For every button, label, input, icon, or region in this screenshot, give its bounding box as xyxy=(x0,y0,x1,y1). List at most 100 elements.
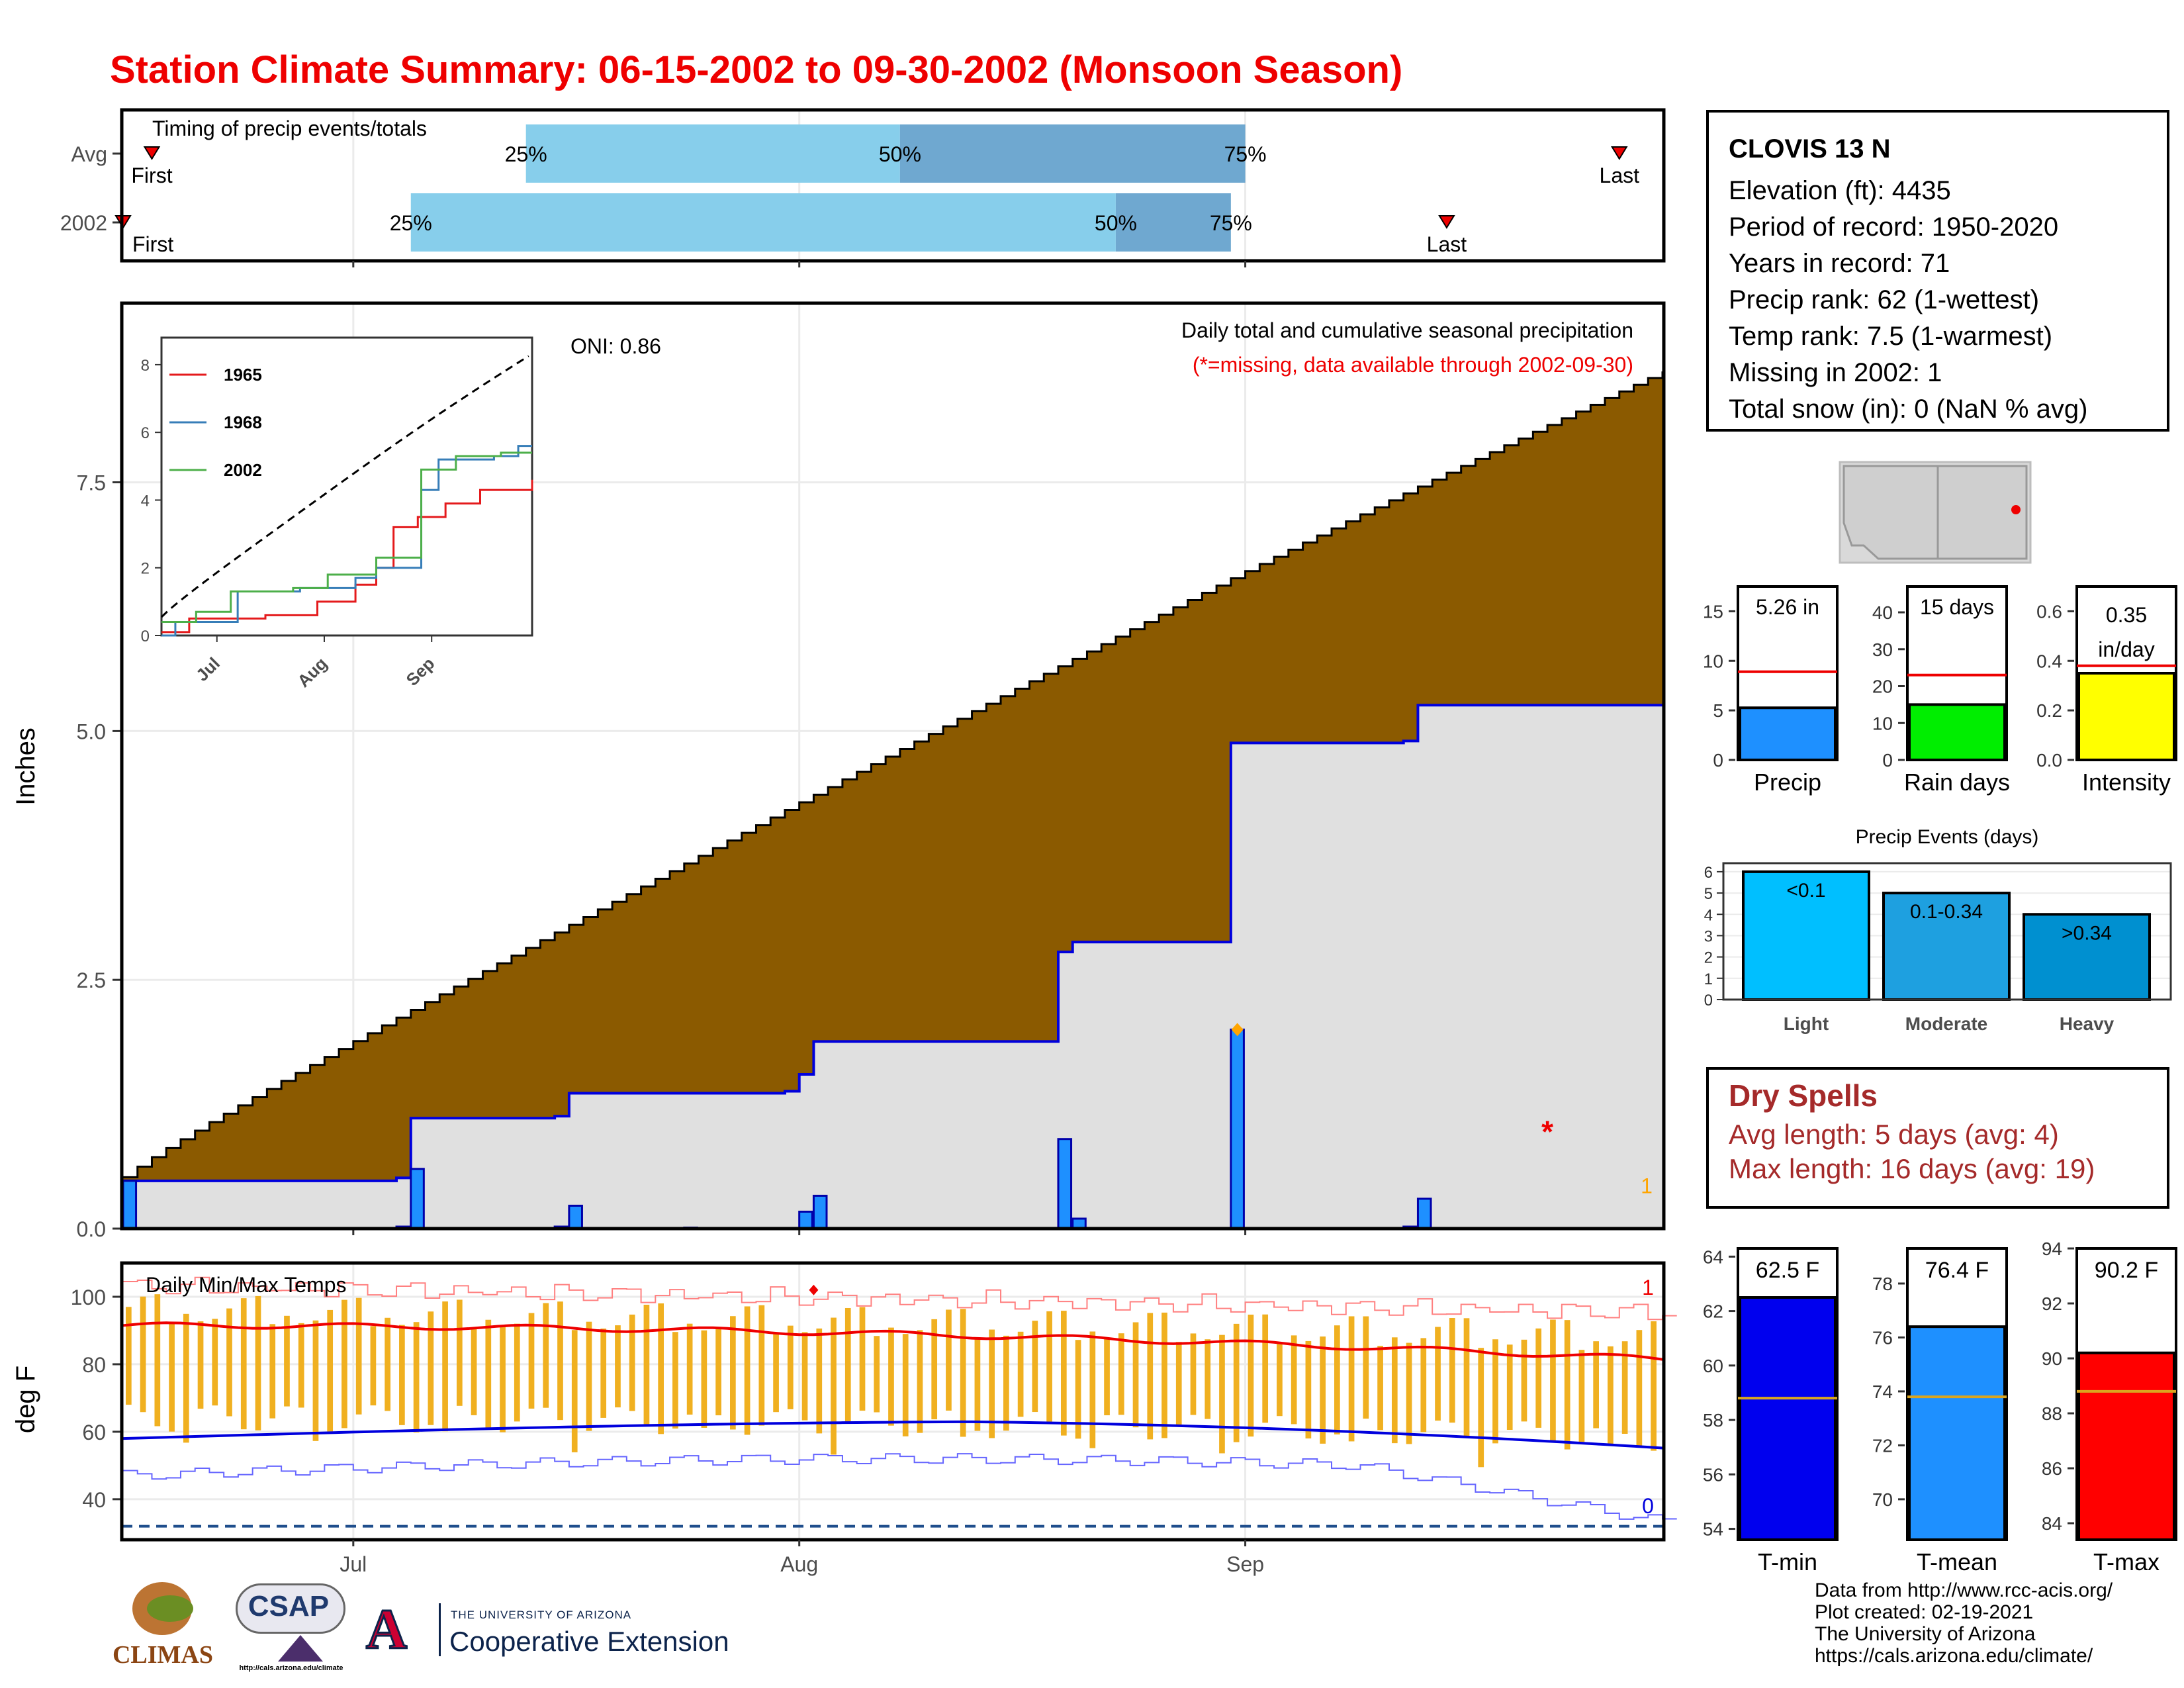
daily-temp-range-bar xyxy=(1046,1311,1052,1422)
daily-precip-bar xyxy=(1230,1028,1245,1230)
daily-temp-range-bar xyxy=(514,1323,520,1422)
max-precip-marker xyxy=(1231,1023,1244,1037)
daily-temp-range-bar xyxy=(1608,1346,1614,1444)
precip-events-y-tick-label: 1 xyxy=(1704,970,1713,988)
dry-spells-box: Dry Spells Avg length: 5 days (avg: 4) M… xyxy=(1706,1067,2169,1209)
footer-data-source: Data from http://www.rcc-acis.org/ xyxy=(1815,1579,2113,1601)
daily-temp-range-bar xyxy=(1478,1348,1484,1468)
daily-temp-range-bar xyxy=(1521,1339,1527,1422)
inset-panel xyxy=(160,336,533,637)
inset-series-line xyxy=(161,451,532,624)
temp-y-tick-label: 40 xyxy=(82,1488,106,1512)
summary-bar-y-tick-label: 0 xyxy=(1882,750,1893,771)
summary-bar-y-tick-label: 15 xyxy=(1703,601,1723,622)
daily-temp-range-bar xyxy=(341,1299,347,1429)
footer-credits: Data from http://www.rcc-acis.org/ Plot … xyxy=(1815,1579,2113,1667)
temp-summary-name: T-max xyxy=(2093,1548,2160,1575)
arizona-map-shape xyxy=(1843,465,1939,560)
station-period: Period of record: 1950-2020 xyxy=(1729,212,2059,242)
daily-temp-range-bar xyxy=(226,1308,232,1417)
daily-temp-range-bar xyxy=(169,1322,175,1432)
avg-min-temp-line xyxy=(122,1420,1663,1450)
daily-temp-range-bar xyxy=(255,1295,261,1430)
daily-temp-range-bar xyxy=(1147,1313,1154,1440)
new-mexico-map-shape xyxy=(1936,465,2028,560)
precip-events-y-tick-label: 3 xyxy=(1704,927,1713,945)
temp-y-tick-label: 100 xyxy=(71,1286,106,1309)
temp-summary-y-tick-label: 54 xyxy=(1703,1519,1723,1540)
daily-temp-range-bar xyxy=(586,1321,592,1431)
footer-url: https://cals.arizona.edu/climate/ xyxy=(1815,1645,2093,1667)
temp-summary-y-tick-label: 64 xyxy=(1703,1246,1723,1267)
daily-temp-range-bar xyxy=(1233,1323,1240,1442)
precip-panel-subtitle: (*=missing, data available through 2002-… xyxy=(1193,353,1633,377)
inset-y-tick-label: 8 xyxy=(141,357,150,375)
timing-bar-q3 xyxy=(899,124,1246,183)
daily-temp-range-bar xyxy=(456,1299,463,1406)
daily-temp-range-bar xyxy=(1104,1337,1110,1415)
precip-events-bar xyxy=(1882,892,2011,1001)
daily-temp-range-bar xyxy=(1060,1311,1067,1436)
timing-panel-border xyxy=(120,108,1666,263)
daily-temp-range-bar xyxy=(730,1316,736,1430)
daily-temp-range-bar xyxy=(1636,1330,1643,1448)
temp-summary-y-tick-label: 78 xyxy=(1872,1274,1893,1294)
record-high-count: 1 xyxy=(1642,1276,1654,1299)
precip-panel-border xyxy=(120,301,1666,1231)
daily-temp-range-bar xyxy=(844,1307,851,1423)
daily-temp-range-bar xyxy=(615,1325,621,1408)
summary-bar-y-tick-label: 20 xyxy=(1872,677,1893,697)
summary-bar-name: Precip xyxy=(1754,769,1821,796)
station-snow: Total snow (in): 0 (NaN % avg) xyxy=(1729,395,2088,424)
timing-p25-label: 25% xyxy=(390,211,432,235)
timing-bar-q2 xyxy=(525,124,900,183)
summary-bar-value-label: 15 days xyxy=(1920,595,1994,619)
daily-temp-range-bar xyxy=(1391,1337,1398,1444)
daily-temp-range-bar xyxy=(571,1330,578,1452)
summary-bar-y-tick-label: 0.6 xyxy=(2036,601,2062,622)
daily-temp-range-bar xyxy=(1017,1331,1024,1417)
daily-temp-range-bar xyxy=(801,1332,808,1421)
daily-temp-range-bar xyxy=(1492,1339,1498,1444)
precip-y-tick-label: 0.0 xyxy=(77,1217,106,1241)
daily-temp-range-bar xyxy=(1089,1331,1096,1448)
precip-events-bar xyxy=(2023,913,2151,1001)
precip-events-bar-label: <0.1 xyxy=(1786,880,1825,902)
daily-temp-range-bar xyxy=(298,1323,304,1408)
daily-temp-range-bar xyxy=(140,1296,146,1413)
daily-temp-range-bar xyxy=(1205,1339,1211,1419)
avg-cumulative-line xyxy=(123,371,1664,1178)
csap-mountain-icon xyxy=(278,1635,323,1662)
daily-temp-range-bar xyxy=(1075,1340,1081,1439)
timing-p75-label: 75% xyxy=(1224,142,1267,166)
daily-temp-range-bar xyxy=(126,1307,132,1405)
summary-bar-value-label: 5.26 in xyxy=(1756,595,1819,619)
temp-summary-value-label: 62.5 F xyxy=(1756,1258,1819,1283)
daily-temp-range-bar xyxy=(1175,1342,1182,1425)
daily-temp-range-bar xyxy=(1003,1335,1009,1431)
dry-spells-max: Max length: 16 days (avg: 19) xyxy=(1729,1153,2095,1184)
temp-summary-value-label: 90.2 F xyxy=(2095,1258,2158,1283)
daily-temp-range-bar xyxy=(1449,1317,1455,1423)
timing-p50-label: 50% xyxy=(879,142,921,166)
daily-temp-range-bar xyxy=(874,1336,880,1413)
temp-summary-fill xyxy=(1908,1325,2006,1542)
station-name: CLOVIS 13 N xyxy=(1729,134,1891,164)
daily-temp-range-bar xyxy=(1420,1338,1427,1432)
daily-temp-range-bar xyxy=(269,1324,276,1419)
daily-temp-range-bar xyxy=(643,1305,650,1425)
daily-precip-bar xyxy=(568,1204,583,1230)
summary-bar-y-tick-label: 10 xyxy=(1872,713,1893,733)
temp-y-tick-label: 60 xyxy=(82,1421,106,1444)
temp-summary-value-label: 76.4 F xyxy=(1925,1258,1989,1283)
daily-temp-range-bar xyxy=(399,1325,405,1425)
timing-row-label: Avg xyxy=(71,142,107,166)
daily-temp-range-bar xyxy=(355,1297,362,1415)
daily-temp-range-bar xyxy=(773,1334,779,1413)
record-low-line xyxy=(123,1453,1677,1520)
daily-temp-range-bar xyxy=(1277,1344,1283,1417)
temp-summary-fill xyxy=(1739,1296,1837,1541)
daily-temp-range-bar xyxy=(1435,1327,1441,1421)
daily-temp-range-bar xyxy=(902,1334,909,1436)
daily-temp-range-bar xyxy=(1593,1341,1600,1429)
